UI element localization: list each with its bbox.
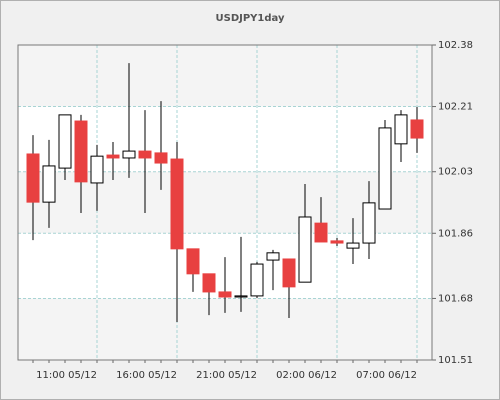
candle-body [314, 222, 328, 243]
candle-body [74, 120, 88, 183]
y-tick-label: 101.86 [438, 228, 473, 239]
grid-band [18, 45, 432, 107]
candle-body [266, 252, 280, 261]
y-tick-label: 102.38 [438, 40, 473, 51]
candle-body [394, 114, 408, 145]
candle-body [122, 150, 136, 159]
candle-body [42, 165, 56, 203]
x-tick-label: 21:00 05/12 [196, 370, 257, 381]
candle-body [282, 258, 296, 288]
y-tick-label: 102.03 [438, 167, 473, 178]
candle-body [250, 263, 264, 297]
candle-body [154, 152, 168, 164]
candle-body [170, 158, 184, 250]
candle-body [106, 154, 120, 159]
candle-body [138, 150, 152, 159]
candle-body [218, 291, 232, 298]
candle-body [234, 295, 248, 298]
plot-border [17, 44, 433, 361]
y-tick-label: 101.51 [438, 355, 473, 366]
candle-body [346, 242, 360, 249]
chart-title: USDJPY1day [216, 13, 285, 24]
candle-body [362, 202, 376, 244]
candle-body [410, 119, 424, 139]
candle-body [186, 248, 200, 275]
x-tick-label: 02:00 06/12 [276, 370, 337, 381]
candle-body [330, 240, 344, 244]
x-tick-label: 07:00 06/12 [356, 370, 417, 381]
candle-body [26, 153, 40, 203]
x-tick-label: 11:00 05/12 [36, 370, 97, 381]
y-tick-label: 101.68 [438, 293, 473, 304]
candle-body [378, 127, 392, 210]
candle-body [58, 114, 72, 169]
candle-body [202, 273, 216, 293]
x-tick-label: 16:00 05/12 [116, 370, 177, 381]
y-tick-label: 102.21 [438, 102, 473, 113]
candle-body [90, 155, 104, 184]
candle-body [298, 216, 312, 283]
